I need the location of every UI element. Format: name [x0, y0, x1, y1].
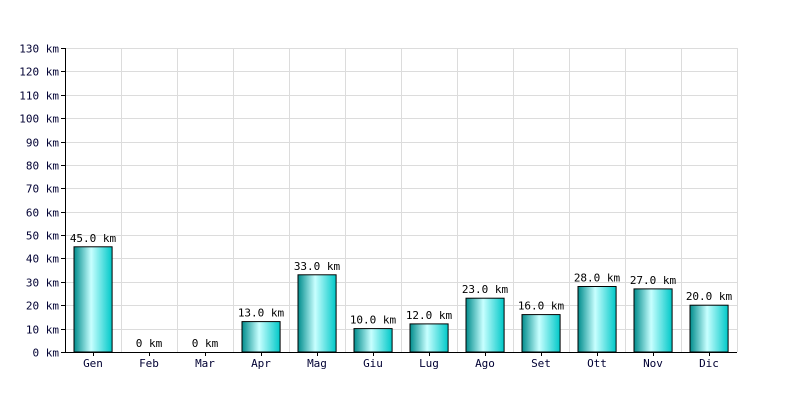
x-tick-label-ago: Ago — [475, 357, 495, 370]
x-tick-label-mar: Mar — [195, 357, 215, 370]
data-label-dic: 20.0 km — [686, 290, 733, 303]
y-tick-label: 90 km — [26, 137, 59, 150]
y-tick-label: 40 km — [26, 253, 59, 266]
data-label-ott: 28.0 km — [574, 272, 621, 285]
label-layer: 0 km 10 km 20 km 30 km 40 km 50 km 60 km 70 km 8… — [19, 43, 732, 371]
data-label-ago: 23.0 km — [462, 283, 509, 296]
bar-apr — [241, 321, 281, 353]
bar-dic — [689, 304, 729, 353]
y-tick-label: 0 km — [33, 347, 60, 360]
y-tick-label: 20 km — [26, 300, 59, 313]
x-tick-label-dic: Dic — [699, 357, 719, 370]
y-tick-label: 120 km — [19, 66, 59, 79]
y-tick-label: 70 km — [26, 183, 59, 196]
x-tick-label-mag: Mag — [307, 357, 327, 370]
x-tick-label-giu: Giu — [363, 357, 383, 370]
data-label-lug: 12.0 km — [406, 309, 453, 322]
y-tick-label: 110 km — [19, 90, 59, 103]
grid-layer — [65, 48, 738, 353]
data-label-nov: 27.0 km — [630, 274, 677, 287]
data-label-gen: 45.0 km — [70, 232, 117, 245]
bar-ago — [465, 297, 505, 353]
y-tick-label: 100 km — [19, 113, 59, 126]
bar-set — [521, 314, 561, 353]
data-label-apr: 13.0 km — [238, 307, 285, 320]
x-tick-label-lug: Lug — [419, 357, 439, 370]
bar-mag — [297, 274, 337, 353]
y-tick-label: 80 km — [26, 160, 59, 173]
y-tick-label: 60 km — [26, 207, 59, 220]
y-tick-label: 10 km — [26, 324, 59, 337]
x-tick-label-set: Set — [531, 357, 551, 370]
data-label-mar: 0 km — [192, 337, 219, 350]
x-tick-label-feb: Feb — [139, 357, 159, 370]
bar-ott — [577, 286, 617, 353]
x-tick-label-nov: Nov — [643, 357, 663, 370]
bar-gen — [73, 246, 113, 353]
x-tick-label-gen: Gen — [83, 357, 103, 370]
data-label-mag: 33.0 km — [294, 260, 341, 273]
axis-layer — [61, 48, 737, 356]
data-label-set: 16.0 km — [518, 300, 565, 313]
y-tick-label: 130 km — [19, 43, 59, 56]
bar-giu — [353, 328, 393, 353]
y-tick-label: 30 km — [26, 277, 59, 290]
bar-nov — [633, 288, 673, 353]
x-tick-label-ott: Ott — [587, 357, 607, 370]
data-label-feb: 0 km — [136, 337, 163, 350]
bar-lug — [409, 323, 449, 353]
y-tick-label: 50 km — [26, 230, 59, 243]
x-tick-label-apr: Apr — [251, 357, 271, 370]
data-label-giu: 10.0 km — [350, 314, 397, 327]
